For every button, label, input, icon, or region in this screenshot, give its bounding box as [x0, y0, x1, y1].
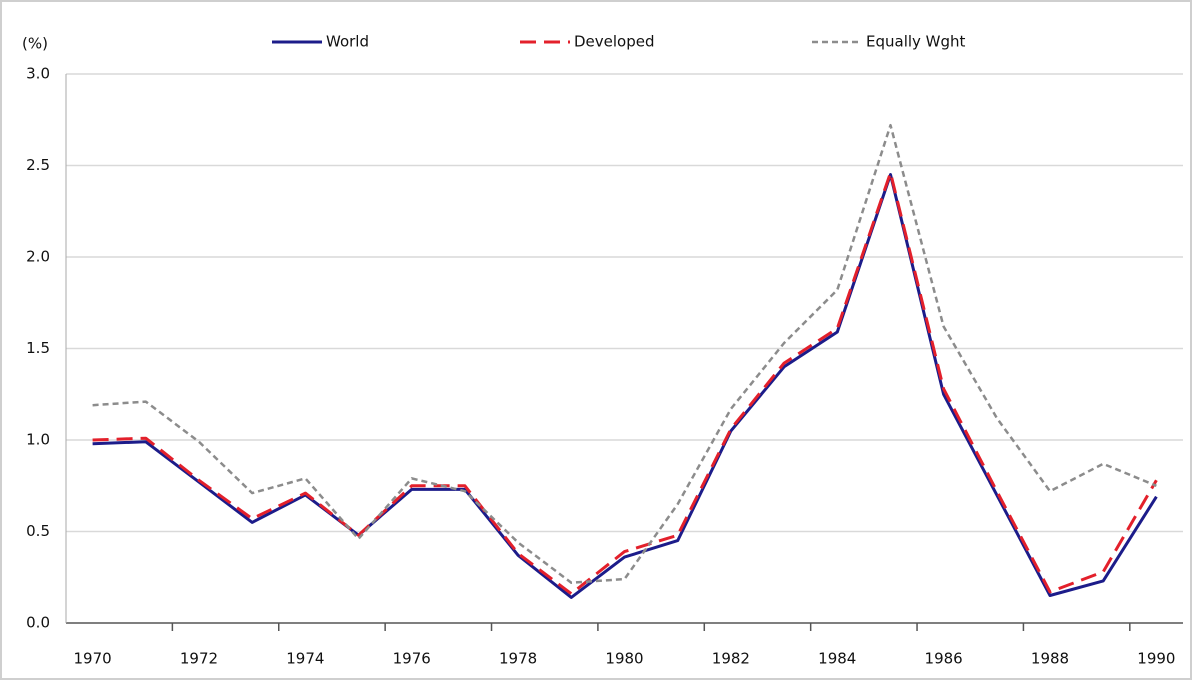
- x-tick-label: 1986: [925, 650, 963, 668]
- x-tick-label: 1980: [605, 650, 643, 668]
- x-tick-label: 1988: [1031, 650, 1069, 668]
- x-tick-label: 1970: [74, 650, 112, 668]
- y-tick-label: 1.0: [26, 431, 50, 449]
- x-tick-label: 1972: [180, 650, 218, 668]
- y-tick-label: 2.0: [26, 248, 50, 266]
- x-tick-label: 1978: [499, 650, 537, 668]
- y-tick-label: 0.5: [26, 522, 50, 540]
- y-tick-label: 0.0: [26, 614, 50, 632]
- series-line: [92, 173, 1158, 599]
- y-tick-label: 3.0: [26, 65, 50, 83]
- y-tick-label: 2.5: [26, 156, 50, 174]
- series-line: [92, 171, 1158, 596]
- x-tick-label: 1982: [712, 650, 750, 668]
- x-tick-label: 1984: [818, 650, 856, 668]
- x-tick-label: 1976: [393, 650, 431, 668]
- legend-label: Developed: [574, 33, 655, 51]
- series-line: [92, 123, 1157, 584]
- legend-label: World: [326, 33, 369, 51]
- y-unit: (%): [22, 35, 48, 53]
- y-tick-label: 1.5: [26, 339, 50, 357]
- x-tick-label: 1974: [286, 650, 324, 668]
- legend-label: Equally Wght: [866, 33, 966, 51]
- x-tick-label: 1990: [1137, 650, 1175, 668]
